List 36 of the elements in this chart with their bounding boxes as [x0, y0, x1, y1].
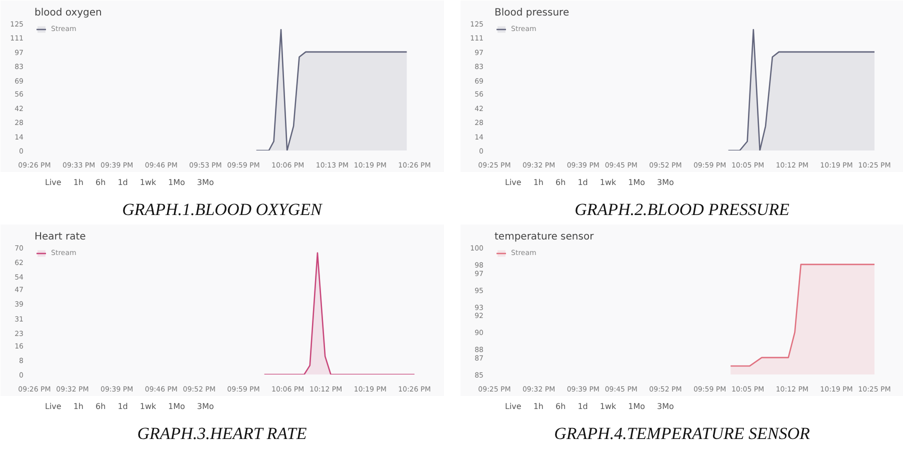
text: Live [505, 402, 522, 411]
text: 6h [96, 178, 106, 187]
text: Live [45, 178, 62, 187]
text: 1d [578, 402, 588, 411]
text: 1wk [600, 402, 616, 411]
text: 3Mo [197, 402, 214, 411]
text: GRAPH.1.BLOOD OXYGEN [122, 199, 322, 221]
text: 6h [556, 178, 566, 187]
text: 1Mo [168, 178, 186, 187]
text: 1h [533, 178, 544, 187]
text: GRAPH.4.TEMPERATURE SENSOR [554, 423, 810, 445]
text: 3Mo [657, 178, 674, 187]
text: 1Mo [628, 178, 646, 187]
text: 6h [556, 402, 566, 411]
text: GRAPH.3.HEART RATE [137, 423, 307, 445]
text: 3Mo [197, 178, 214, 187]
text: 1d [578, 178, 588, 187]
chart-title: temperature sensor [494, 232, 595, 242]
chart-title: Blood pressure [494, 8, 570, 18]
text: 1d [118, 178, 128, 187]
text: 6h [96, 402, 106, 411]
chart-title: Heart rate [34, 232, 86, 242]
text: 1d [118, 402, 128, 411]
text: Live [45, 402, 62, 411]
text: 1wk [140, 402, 156, 411]
text: Live [505, 178, 522, 187]
text: 1wk [140, 178, 156, 187]
text: 3Mo [657, 402, 674, 411]
text: 1wk [600, 178, 616, 187]
text: 1Mo [168, 402, 186, 411]
text: 1h [73, 402, 84, 411]
text: GRAPH.2.BLOOD PRESSURE [574, 199, 790, 221]
chart-title: blood oxygen [34, 8, 102, 18]
text: 1h [533, 402, 544, 411]
text: 1Mo [628, 402, 646, 411]
text: 1h [73, 178, 84, 187]
